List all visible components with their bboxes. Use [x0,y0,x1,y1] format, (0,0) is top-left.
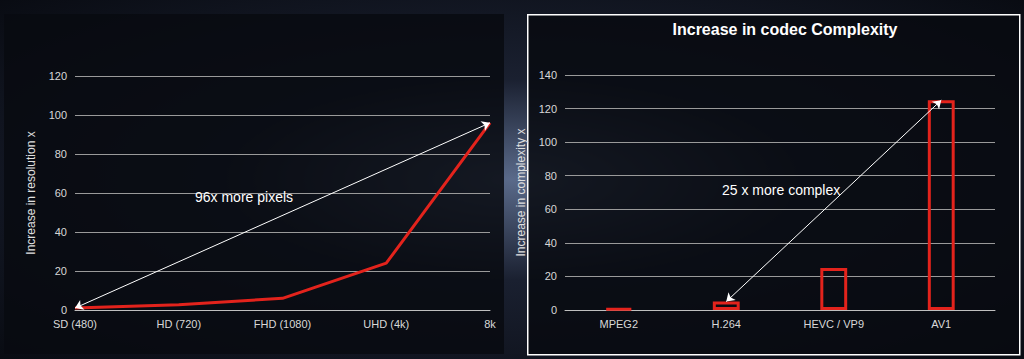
svg-text:80: 80 [545,170,557,182]
svg-text:120: 120 [49,70,67,82]
svg-text:H.264: H.264 [712,318,741,330]
svg-text:UHD (4k): UHD (4k) [363,318,409,330]
svg-text:40: 40 [545,237,557,249]
svg-text:0: 0 [61,304,67,316]
svg-text:80: 80 [55,148,67,160]
svg-text:8k: 8k [484,318,496,330]
svg-text:20: 20 [545,270,557,282]
svg-text:60: 60 [55,187,67,199]
svg-text:96x more pixels: 96x more pixels [195,189,293,205]
svg-text:FHD (1080): FHD (1080) [254,318,311,330]
svg-text:140: 140 [539,69,557,81]
svg-text:Increase in complexity x: Increase in complexity x [514,128,528,256]
svg-text:SD (480): SD (480) [53,318,97,330]
svg-text:20: 20 [55,265,67,277]
svg-text:25 x more complex: 25 x more complex [722,182,840,198]
svg-text:60: 60 [545,203,557,215]
svg-text:100: 100 [539,136,557,148]
svg-text:MPEG2: MPEG2 [599,318,638,330]
svg-text:40: 40 [55,226,67,238]
svg-text:0: 0 [551,304,557,316]
svg-text:Increase in resolution x: Increase in resolution x [24,131,38,254]
svg-text:HD (720): HD (720) [156,318,201,330]
svg-text:100: 100 [49,109,67,121]
svg-text:120: 120 [539,103,557,115]
svg-text:Increase in codec Complexity: Increase in codec Complexity [673,21,898,38]
svg-text:AV1: AV1 [931,318,951,330]
svg-text:HEVC / VP9: HEVC / VP9 [803,318,864,330]
